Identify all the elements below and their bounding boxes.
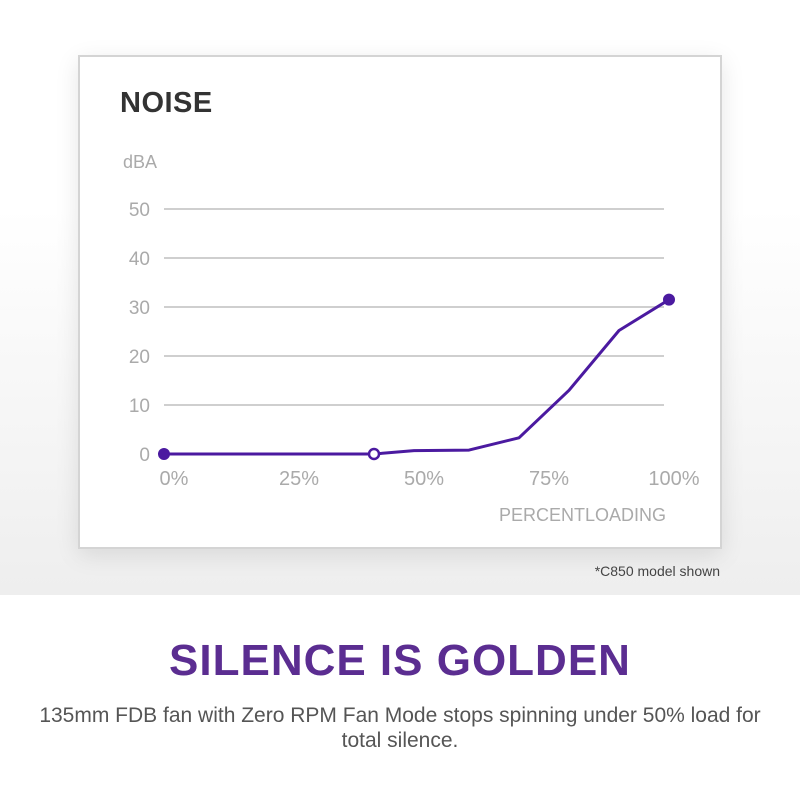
x-tick-label-50: 50%	[404, 468, 444, 490]
chart-card: NOISE 0 10 20 30 40 50 dBA 0% 25% 50% 75% 100% PERCE…	[78, 55, 722, 549]
y-tick-label-30: 30	[129, 298, 150, 319]
footnote: *C850 model shown	[594, 563, 720, 579]
y-tick-label-20: 20	[129, 347, 150, 368]
description: 135mm FDB fan with Zero RPM Fan Mode sto…	[39, 704, 761, 752]
data-point-0-0	[158, 448, 170, 460]
x-axis-label: PERCENTLOADING	[499, 505, 666, 525]
headline: SILENCE IS GOLDEN	[169, 636, 631, 685]
y-tick-label-50: 50	[129, 200, 150, 221]
x-tick-label-75: 75%	[529, 468, 569, 490]
x-tick-label-0: 0%	[160, 468, 189, 490]
noise-chart: 0 10 20 30 40 50 dBA 0% 25% 50% 75% 100% PERCENTLOAD…	[123, 152, 700, 525]
x-tick-label-25: 25%	[279, 468, 319, 490]
y-tick-label-0: 0	[139, 445, 150, 466]
y-axis-label: dBA	[123, 152, 157, 172]
data-point-0-7	[663, 293, 675, 306]
y-tick-label-40: 40	[129, 249, 150, 270]
x-tick-label-100: 100%	[648, 468, 699, 490]
series-line-0	[164, 298, 670, 456]
data-point-0-1	[367, 447, 381, 461]
chart-title: NOISE	[120, 87, 213, 119]
y-tick-label-10: 10	[129, 396, 150, 417]
